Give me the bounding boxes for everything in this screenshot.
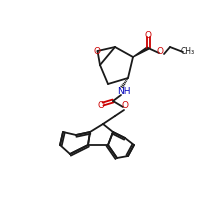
Text: NH: NH: [117, 88, 131, 97]
Text: O: O: [93, 46, 100, 55]
Text: O: O: [144, 31, 152, 40]
Text: O: O: [122, 102, 128, 110]
Text: O: O: [156, 47, 164, 56]
Text: O: O: [98, 100, 104, 110]
Polygon shape: [133, 47, 149, 57]
Text: CH₃: CH₃: [181, 47, 195, 56]
